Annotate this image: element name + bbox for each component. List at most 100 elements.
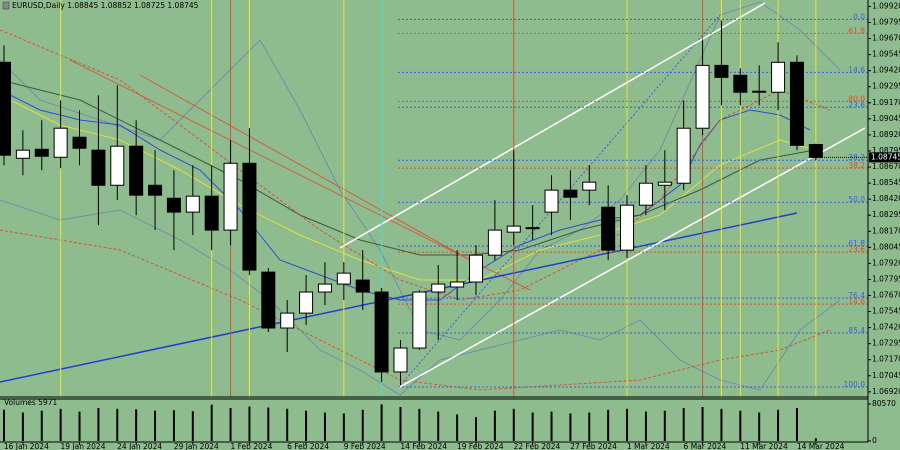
candle-body (695, 64, 710, 129)
y-tick-label: 1.07670 (872, 291, 900, 300)
y-tick-label: 1.07920 (872, 258, 900, 267)
fibo-label: 14.6 (848, 65, 865, 74)
candle-body (487, 229, 502, 256)
y-tick-label: 1.09045 (872, 114, 900, 123)
fibo-label: 0.0 (853, 12, 865, 21)
y-tick-label: 1.08045 (872, 242, 900, 251)
fibo-label: 100.0 (844, 380, 866, 389)
y-tick-label: 1.08295 (872, 210, 900, 219)
x-tick-label: 22 Feb 2024 (514, 442, 561, 450)
channel-line (339, 2, 766, 249)
volume-label: Volumes 5971 (4, 398, 58, 407)
fibo-levels: 0.061.814.680.023.638.238.250.061.823.67… (398, 12, 868, 389)
candle-body (714, 64, 729, 78)
candle-body (110, 145, 125, 186)
candle-body (0, 61, 11, 156)
candle-body (450, 281, 465, 288)
y-tick-label: 1.07420 (872, 323, 900, 332)
candle-body (355, 279, 370, 293)
y-tick-label: 1.08545 (872, 178, 900, 187)
envelope (0, 29, 831, 301)
y-tick-label: 1.06920 (872, 387, 900, 396)
candle-body (148, 184, 163, 196)
candle-body (506, 225, 521, 233)
symbol-icon (2, 1, 10, 10)
x-tick-label: 14 Mar 2024 (797, 442, 845, 450)
y-tick-label: 1.08420 (872, 194, 900, 203)
fibo-label: 23.6 (848, 100, 865, 109)
y-tick-label: 1.07045 (872, 371, 900, 380)
trend-line (139, 74, 471, 261)
x-tick-label: 24 Jan 2024 (117, 442, 162, 450)
x-tick-label: 27 Feb 2024 (570, 442, 617, 450)
moving-average (0, 79, 816, 256)
y-tick-label: 1.08920 (872, 130, 900, 139)
candle-body (525, 227, 540, 230)
x-tick-label: 11 Mar 2024 (740, 442, 788, 450)
candle-body (336, 272, 351, 285)
candles (0, 20, 823, 385)
volume-tick-label: 0 (872, 436, 877, 445)
trend-line (69, 59, 531, 291)
fibo-label: 76.4 (848, 291, 865, 300)
chart-title: EURUSD,Daily 1.08845 1.08852 1.08725 1.0… (12, 1, 199, 10)
candle-body (808, 144, 823, 158)
candle-body (185, 195, 200, 213)
candle-body (72, 136, 87, 149)
y-tick-label: 1.08670 (872, 162, 900, 171)
candle-body (204, 195, 219, 231)
y-tick-label: 1.09295 (872, 82, 900, 91)
x-tick-label: 6 Feb 2024 (287, 442, 329, 450)
fibo-label: 61.8 (848, 26, 865, 35)
candle-body (53, 127, 68, 158)
fibo-label: 14.6 (848, 297, 865, 306)
y-tick-label: 1.08795 (872, 146, 900, 155)
candle-body (469, 254, 483, 283)
candle-body (431, 283, 446, 293)
x-tick-label: 1 Mar 2024 (627, 442, 670, 450)
candle-body (601, 206, 616, 251)
candle-body (317, 283, 332, 293)
y-tick-label: 1.07295 (872, 339, 900, 348)
volume-tick-label: 80570 (872, 399, 896, 408)
channel-line (397, 127, 866, 389)
y-tick-label: 1.09170 (872, 98, 900, 107)
candle-body (771, 61, 786, 93)
y-tick-label: 1.07795 (872, 274, 900, 283)
band-line (0, 199, 841, 396)
x-tick-label: 19 Jan 2024 (61, 442, 106, 450)
moving-average (0, 89, 811, 301)
fibo-label: 61.8 (848, 239, 865, 248)
y-tick-label: 1.08170 (872, 226, 900, 235)
x-tick-label: 9 Feb 2024 (344, 442, 386, 450)
indicators (0, 1, 866, 396)
candle-body (412, 291, 427, 349)
y-tick-label: 1.09920 (872, 1, 900, 10)
y-tick-label: 1.07545 (872, 307, 900, 316)
candle-body (582, 181, 597, 191)
candle-body (280, 312, 295, 329)
envelope (0, 229, 831, 391)
candle-body (620, 204, 635, 251)
y-tick-label: 1.09670 (872, 34, 900, 43)
fibo-label: 38.2 (848, 161, 865, 170)
candle-body (166, 197, 181, 213)
x-tick-label: 14 Feb 2024 (400, 442, 447, 450)
last-price-label: 1.08745 (871, 152, 900, 161)
x-tick-label: 1 Feb 2024 (230, 442, 272, 450)
candle-body (393, 347, 408, 373)
fibo-label: 50.0 (848, 195, 865, 204)
candle-body (223, 162, 238, 231)
y-tick-label: 1.09545 (872, 50, 900, 59)
candle-body (752, 90, 767, 93)
y-tick-label: 1.09795 (872, 17, 900, 26)
candle-body (299, 291, 314, 314)
candle-body (544, 189, 559, 213)
candle-body (129, 145, 144, 196)
candle-body (91, 149, 106, 186)
candle-body (638, 182, 653, 206)
candle-body (261, 271, 276, 329)
